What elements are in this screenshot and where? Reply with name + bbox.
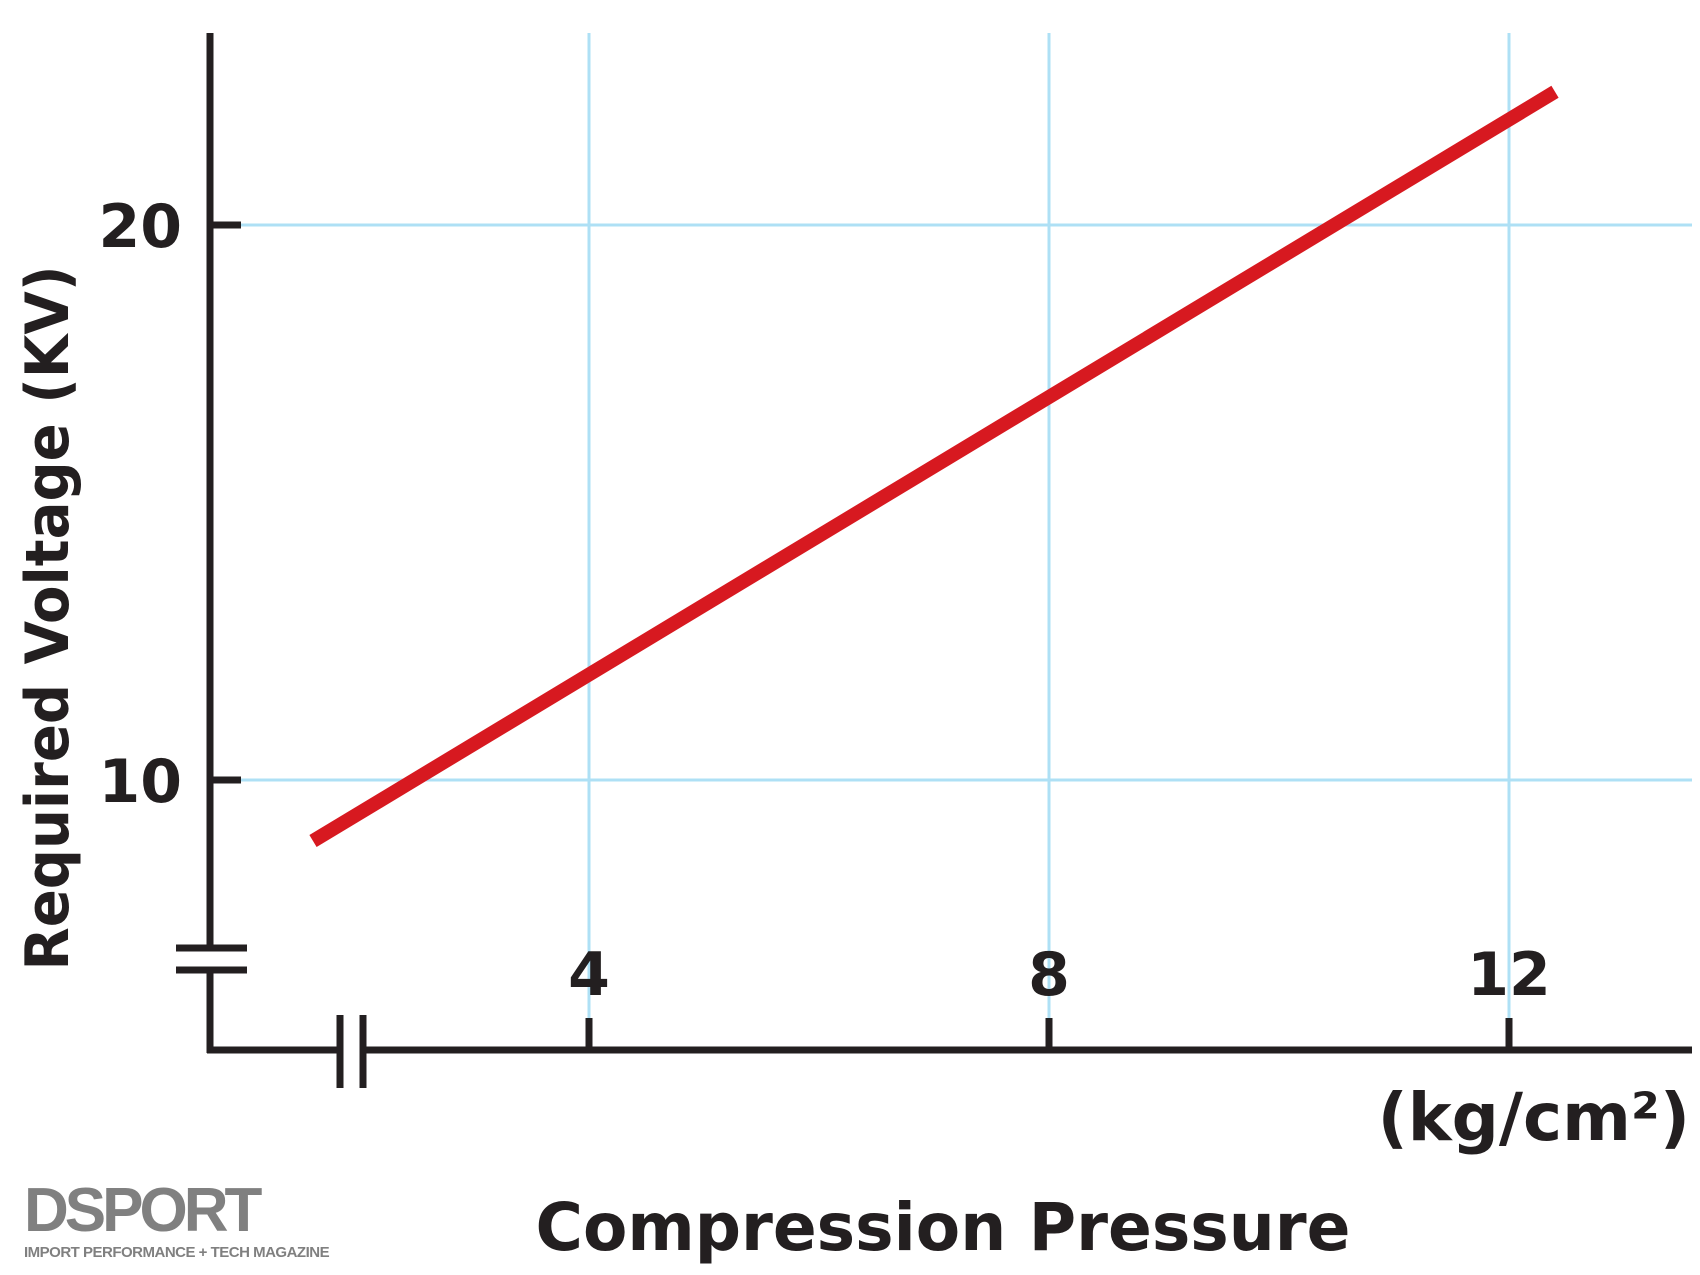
y-tick-label: 10: [99, 747, 183, 817]
y-axis-label: Required Voltage (KV): [13, 266, 83, 971]
logo-tagline: IMPORT PERFORMANCE + TECH MAGAZINE: [24, 1244, 330, 1261]
x-tick-label: 4: [568, 940, 610, 1010]
x-tick-label: 12: [1467, 940, 1551, 1010]
logo-name: DSPORT: [24, 1176, 262, 1245]
dsport-logo: DSPORT IMPORT PERFORMANCE + TECH MAGAZIN…: [24, 1178, 374, 1262]
x-axis-label: Compression Pressure: [536, 1189, 1351, 1266]
series-line: [309, 85, 1559, 848]
y-tick-label: 20: [99, 192, 183, 262]
x-axis-unit: (kg/cm²): [1378, 1079, 1690, 1156]
x-tick-label: 8: [1028, 940, 1070, 1010]
